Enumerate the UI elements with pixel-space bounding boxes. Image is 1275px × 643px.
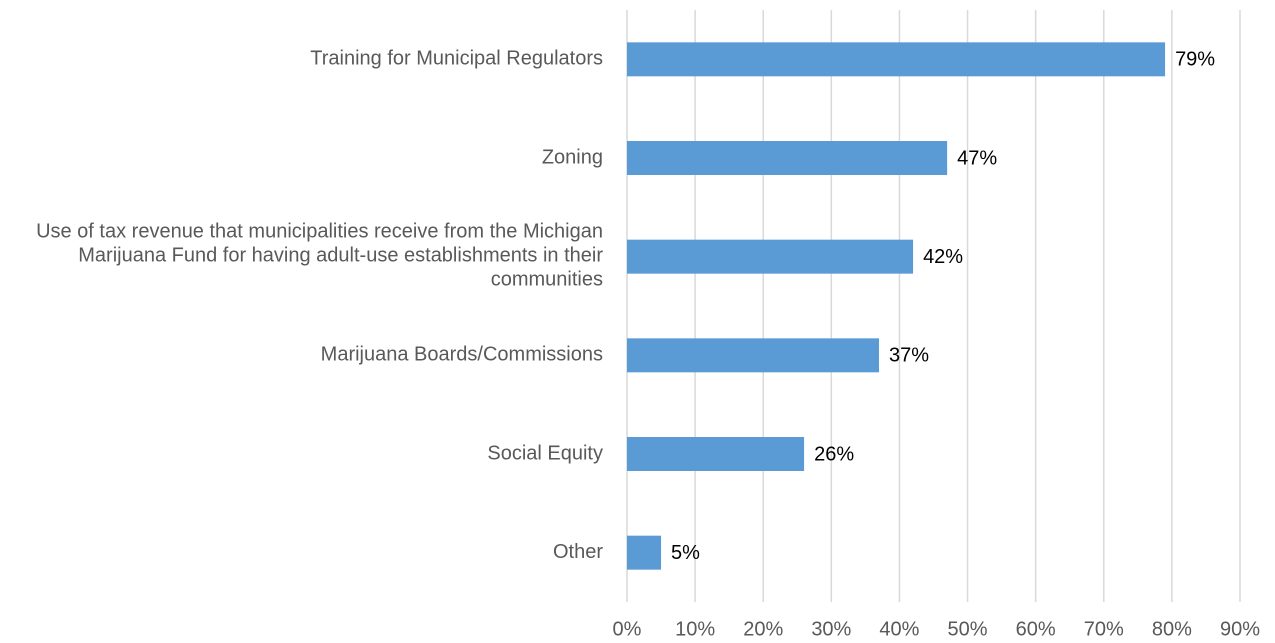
value-label: 47% [957,147,997,169]
y-tick-label: Other [553,541,603,563]
x-tick-label: 10% [675,618,715,640]
value-label: 42% [923,246,963,268]
y-tick-label: Training for Municipal Regulators [310,48,603,70]
y-tick-label: Marijuana Boards/Commissions [321,344,603,366]
x-tick-label: 40% [879,618,919,640]
bar [627,535,662,570]
y-tick-label: Social Equity [487,442,603,464]
value-label: 26% [814,443,854,465]
x-tick-label: 50% [948,618,988,640]
bar [627,141,948,175]
y-tick-label: Zoning [542,146,603,168]
bar [627,42,1166,77]
x-tick-label: 20% [743,618,783,640]
x-tick-label: 70% [1084,618,1124,640]
value-label: 37% [889,345,929,367]
bar [627,239,914,274]
x-tick-label: 0% [613,618,642,640]
x-tick-label: 90% [1220,618,1260,640]
x-tick-label: 30% [811,618,851,640]
x-tick-label: 80% [1152,618,1192,640]
value-label: 79% [1175,49,1215,71]
bar [627,338,880,373]
x-tick-label: 60% [1016,618,1056,640]
y-tick-label: Use of tax revenue that municipalities r… [36,221,603,291]
value-label: 5% [671,542,700,564]
bar [627,437,805,471]
